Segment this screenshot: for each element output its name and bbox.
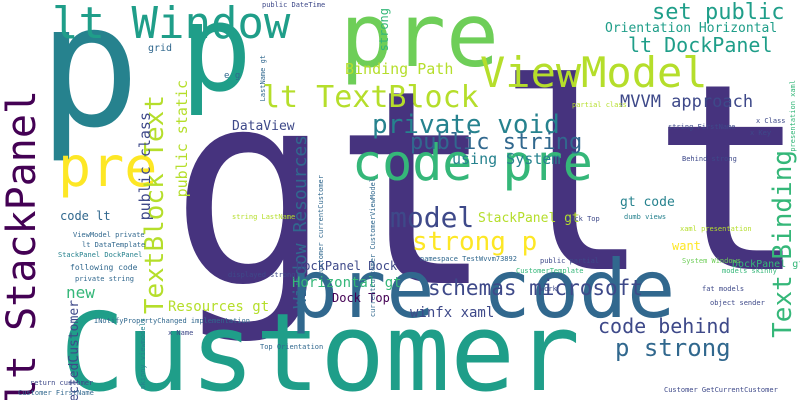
word-schemas-microsoft: schemas microsoft <box>428 276 643 300</box>
word-public-partial: public partial <box>540 257 600 265</box>
word-new: new <box>66 283 95 302</box>
word-strong-p: strong p <box>412 227 538 257</box>
word-lt-dockpanel: lt DockPanel <box>628 33 773 57</box>
word-e-g: e g <box>224 71 241 81</box>
word-resources-gt: Resources gt <box>168 299 270 315</box>
word-code-pre: code pre <box>352 134 593 192</box>
word-x-name: x Name <box>168 329 194 337</box>
word-partial-class: partial class <box>572 101 627 109</box>
word-customertemplate: CustomerTemplate <box>516 267 584 275</box>
word-models-skinny: models skinny <box>722 267 777 275</box>
word-lt-window: lt Window <box>52 0 291 49</box>
word-public-static: public static <box>173 80 191 198</box>
word-text-binding: Text Binding <box>768 150 798 338</box>
word-p-pre: pre <box>340 0 499 87</box>
word-strong: strong <box>377 8 391 52</box>
word-fat-models: fat models <box>702 285 745 293</box>
word-lt-textblock: lt TextBlock <box>262 80 479 115</box>
word-lastname-gt: LastName gt <box>259 55 267 102</box>
word-string-lastname: string LastName <box>232 213 296 221</box>
word-object-sender: object sender <box>710 299 765 307</box>
word-return-customer: return customer <box>30 379 94 387</box>
word-x-key: x Key <box>750 129 772 137</box>
word-behind-strong: Behind strong <box>682 155 737 163</box>
word-gt: gt <box>170 32 496 347</box>
word-inotifypropertychanged: INotifyPropertyChanged implementation <box>94 317 250 325</box>
word-dock-top-2: Dock Top <box>566 215 600 223</box>
word-code-behind: code behind <box>598 314 731 338</box>
word-dataview: DataView <box>232 119 295 134</box>
word-gt-code: gt code <box>620 195 675 210</box>
word-code-lt: code lt <box>60 209 111 223</box>
word-p-strong: p strong <box>615 334 731 362</box>
word-public-class: public class <box>136 112 154 221</box>
word-displayed-strong: displayed strong <box>228 271 296 279</box>
word-stackpanel-dockpanel: StackPanel DockPanel <box>58 251 143 259</box>
word-lt: lt <box>495 29 800 331</box>
word-currentcustomer-viewmodel: currentCustomer CustomerViewModel <box>369 178 377 318</box>
word-customer: Customer <box>60 291 581 400</box>
word-dockpanel-gt: DockPanel gt <box>732 259 800 270</box>
word-dockpanel-dock: DockPanel Dock <box>296 259 398 273</box>
word-p-1: p <box>38 0 141 166</box>
word-grid: grid <box>148 43 173 54</box>
word-pre-yellow: pre <box>58 135 158 199</box>
word-system-windows: System Windows <box>682 257 742 265</box>
word-namespace: namespace TestWvvm73892 <box>420 255 517 263</box>
word-horizontal-gt: Horizontal gt <box>292 275 402 291</box>
word-public-string: public string <box>410 130 583 155</box>
word-customer-firstname: Customer FirstName <box>18 389 94 397</box>
word-using-system: using System <box>452 150 561 168</box>
word-lt-stackpanel: lt StackPanel <box>0 90 45 400</box>
word-binding-path: Binding Path <box>345 60 454 78</box>
word-private-void: private void <box>372 110 560 140</box>
word-skinny-viewmodels: skinny viewmodels <box>139 318 147 390</box>
word-public-datetime: public DateTime <box>262 1 326 9</box>
word-work: work <box>540 285 557 293</box>
word-viewmodel: ViewModel <box>480 48 708 97</box>
word-dock-top: Dock Top <box>332 291 390 305</box>
word-winfx-xaml: winfx xaml <box>410 305 495 321</box>
word-p-2: p <box>180 0 253 119</box>
word-lt-datatemplate: lt DataTemplate <box>82 241 146 249</box>
word-model: model <box>390 201 475 234</box>
word-want: want <box>672 239 701 253</box>
word-stackpanel-gt: StackPanel gt <box>478 211 580 226</box>
word-x-class: x Class <box>756 117 786 125</box>
word-orientation-horizontal: Orientation Horizontal <box>605 21 778 36</box>
word-customer-getcurrentcustomer: Customer GetCurrentCustomer <box>664 386 778 394</box>
word-dumb-views: dumb views <box>624 213 667 221</box>
word-pre-code: pre code <box>290 243 676 336</box>
word-viewmodel-private: ViewModel private <box>73 231 145 239</box>
word-xaml-presentation: xaml presentation <box>680 225 752 233</box>
word-mvvm-approach: MVVM approach <box>620 92 754 112</box>
word-following-code: following code <box>70 263 138 272</box>
word-string-firstname: string FirstName <box>668 123 736 131</box>
word-top-orientation: Top Orientation <box>260 343 324 351</box>
word-presentation-xaml: presentation xaml <box>789 80 797 152</box>
word-private-string: private string <box>75 275 135 283</box>
word-customer-currentcustomer: Customer currentCustomer <box>317 175 325 277</box>
word-set-public: set public <box>652 0 785 25</box>
